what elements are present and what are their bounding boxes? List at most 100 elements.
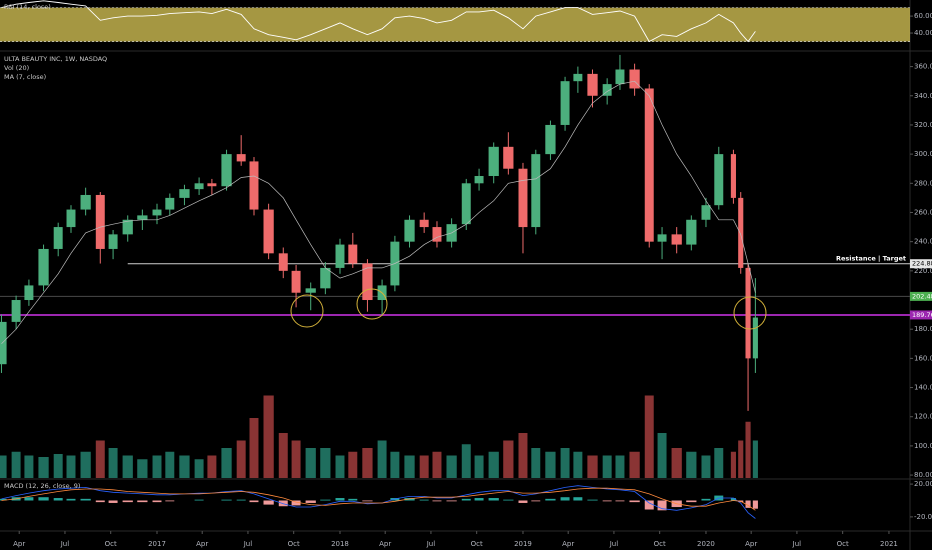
volume-bar [545,451,556,478]
rsi-legend: RSI (14, close) [4,3,51,11]
macd-legend: MACD (12, 26, close, 9) [4,482,80,490]
x-tick-label: 2019 [514,540,532,548]
y-tick-label: 100.00 [914,442,932,450]
macd-histogram-bar [108,500,118,503]
y-tick-label: 80.00 [914,471,932,479]
candle-body [0,321,7,365]
y-tick-label: 20.00 [914,480,932,488]
candle-body [629,69,640,89]
candle-body [236,154,246,162]
macd-histogram-bar [320,499,331,501]
level-tag-label: 202.48 [912,292,932,300]
candle-body [249,161,259,210]
volume-bar [165,451,175,478]
candle-body [573,73,583,82]
candle-body [503,146,514,169]
macd-histogram-bar [194,499,204,501]
macd-histogram-bar [278,500,288,507]
x-tick-label: Oct [837,540,849,548]
candle-body [320,267,331,289]
candle-body [80,194,91,210]
y-tick-label: 320.00 [914,121,932,129]
candle-body [686,219,697,245]
x-tick-label: Oct [288,540,300,548]
candle-body [122,219,133,235]
candle-body [419,219,429,228]
candle-body [291,270,301,293]
annotation-circle [356,288,388,320]
volume-bar [263,395,274,478]
macd-histogram-bar [291,500,301,506]
candle-body [137,215,148,220]
candle-body [278,253,288,271]
volume-bar [531,448,541,478]
annotation-circle [290,294,324,328]
macd-histogram-bar [461,498,471,501]
volume-bar [560,448,570,478]
candle-body [518,168,528,228]
x-tick-label: Jul [792,540,802,548]
macd-histogram-bar [38,497,49,501]
x-tick-label: Jul [60,540,70,548]
volume-bar [738,440,744,478]
y-tick-label: 260.00 [914,208,932,216]
candle-body [179,189,190,198]
candle-body [66,209,76,228]
macd-histogram-bar [24,497,34,501]
candle-body [714,154,724,206]
macd-histogram-bar [730,498,736,501]
volume-bar [80,451,91,478]
candle-body [53,227,63,249]
volume-bar [432,451,442,478]
volume-bar [573,451,583,478]
volume-bar [701,455,711,478]
candle-body [615,69,625,85]
volume-bar [461,444,471,478]
candle-body [335,244,345,268]
y-tick-label: 140.00 [914,384,932,392]
volume-bar [644,395,654,478]
macd-histogram-bar [305,500,316,503]
macd-histogram-bar [573,497,583,501]
macd-histogram-bar [686,500,697,503]
volume-bar [752,440,758,478]
candle-body [752,317,758,359]
candle-body [24,285,34,301]
macd-histogram-bar [0,498,7,501]
candle-body [461,183,471,225]
candle-body [152,209,162,216]
macd-histogram-bar [745,500,751,508]
candle-body [432,227,442,242]
candle-body [657,234,667,242]
macd-histogram-bar [503,499,514,501]
signal-line [1,487,756,511]
volume-bar [38,457,49,478]
x-tick-label: 2017 [148,540,166,548]
candle-body [644,88,654,242]
candle-body [362,263,373,301]
volume-bar [207,455,217,478]
volume-bar [714,448,724,478]
volume-bar [404,455,415,478]
level-tag [910,259,932,269]
y-tick-label: 340.00 [914,92,932,100]
candle-body [602,84,612,96]
macd-histogram-bar [545,498,556,501]
candle-body [545,124,556,155]
macd-histogram-bar [66,498,76,501]
macd-histogram-bar [53,498,63,501]
x-tick-label: Apr [562,540,574,548]
x-tick-label: Oct [471,540,483,548]
macd-histogram-bar [587,499,598,501]
volume-bar [305,448,316,478]
x-tick-label: Oct [105,540,117,548]
candle-body [207,183,217,187]
y-tick-label: 120.00 [914,413,932,421]
candle-body [587,73,598,96]
macd-histogram-bar [236,499,246,501]
candle-body [531,154,541,228]
x-tick-label: 2020 [697,540,715,548]
volume-bar [745,421,751,478]
macd-histogram-bar [432,500,442,502]
